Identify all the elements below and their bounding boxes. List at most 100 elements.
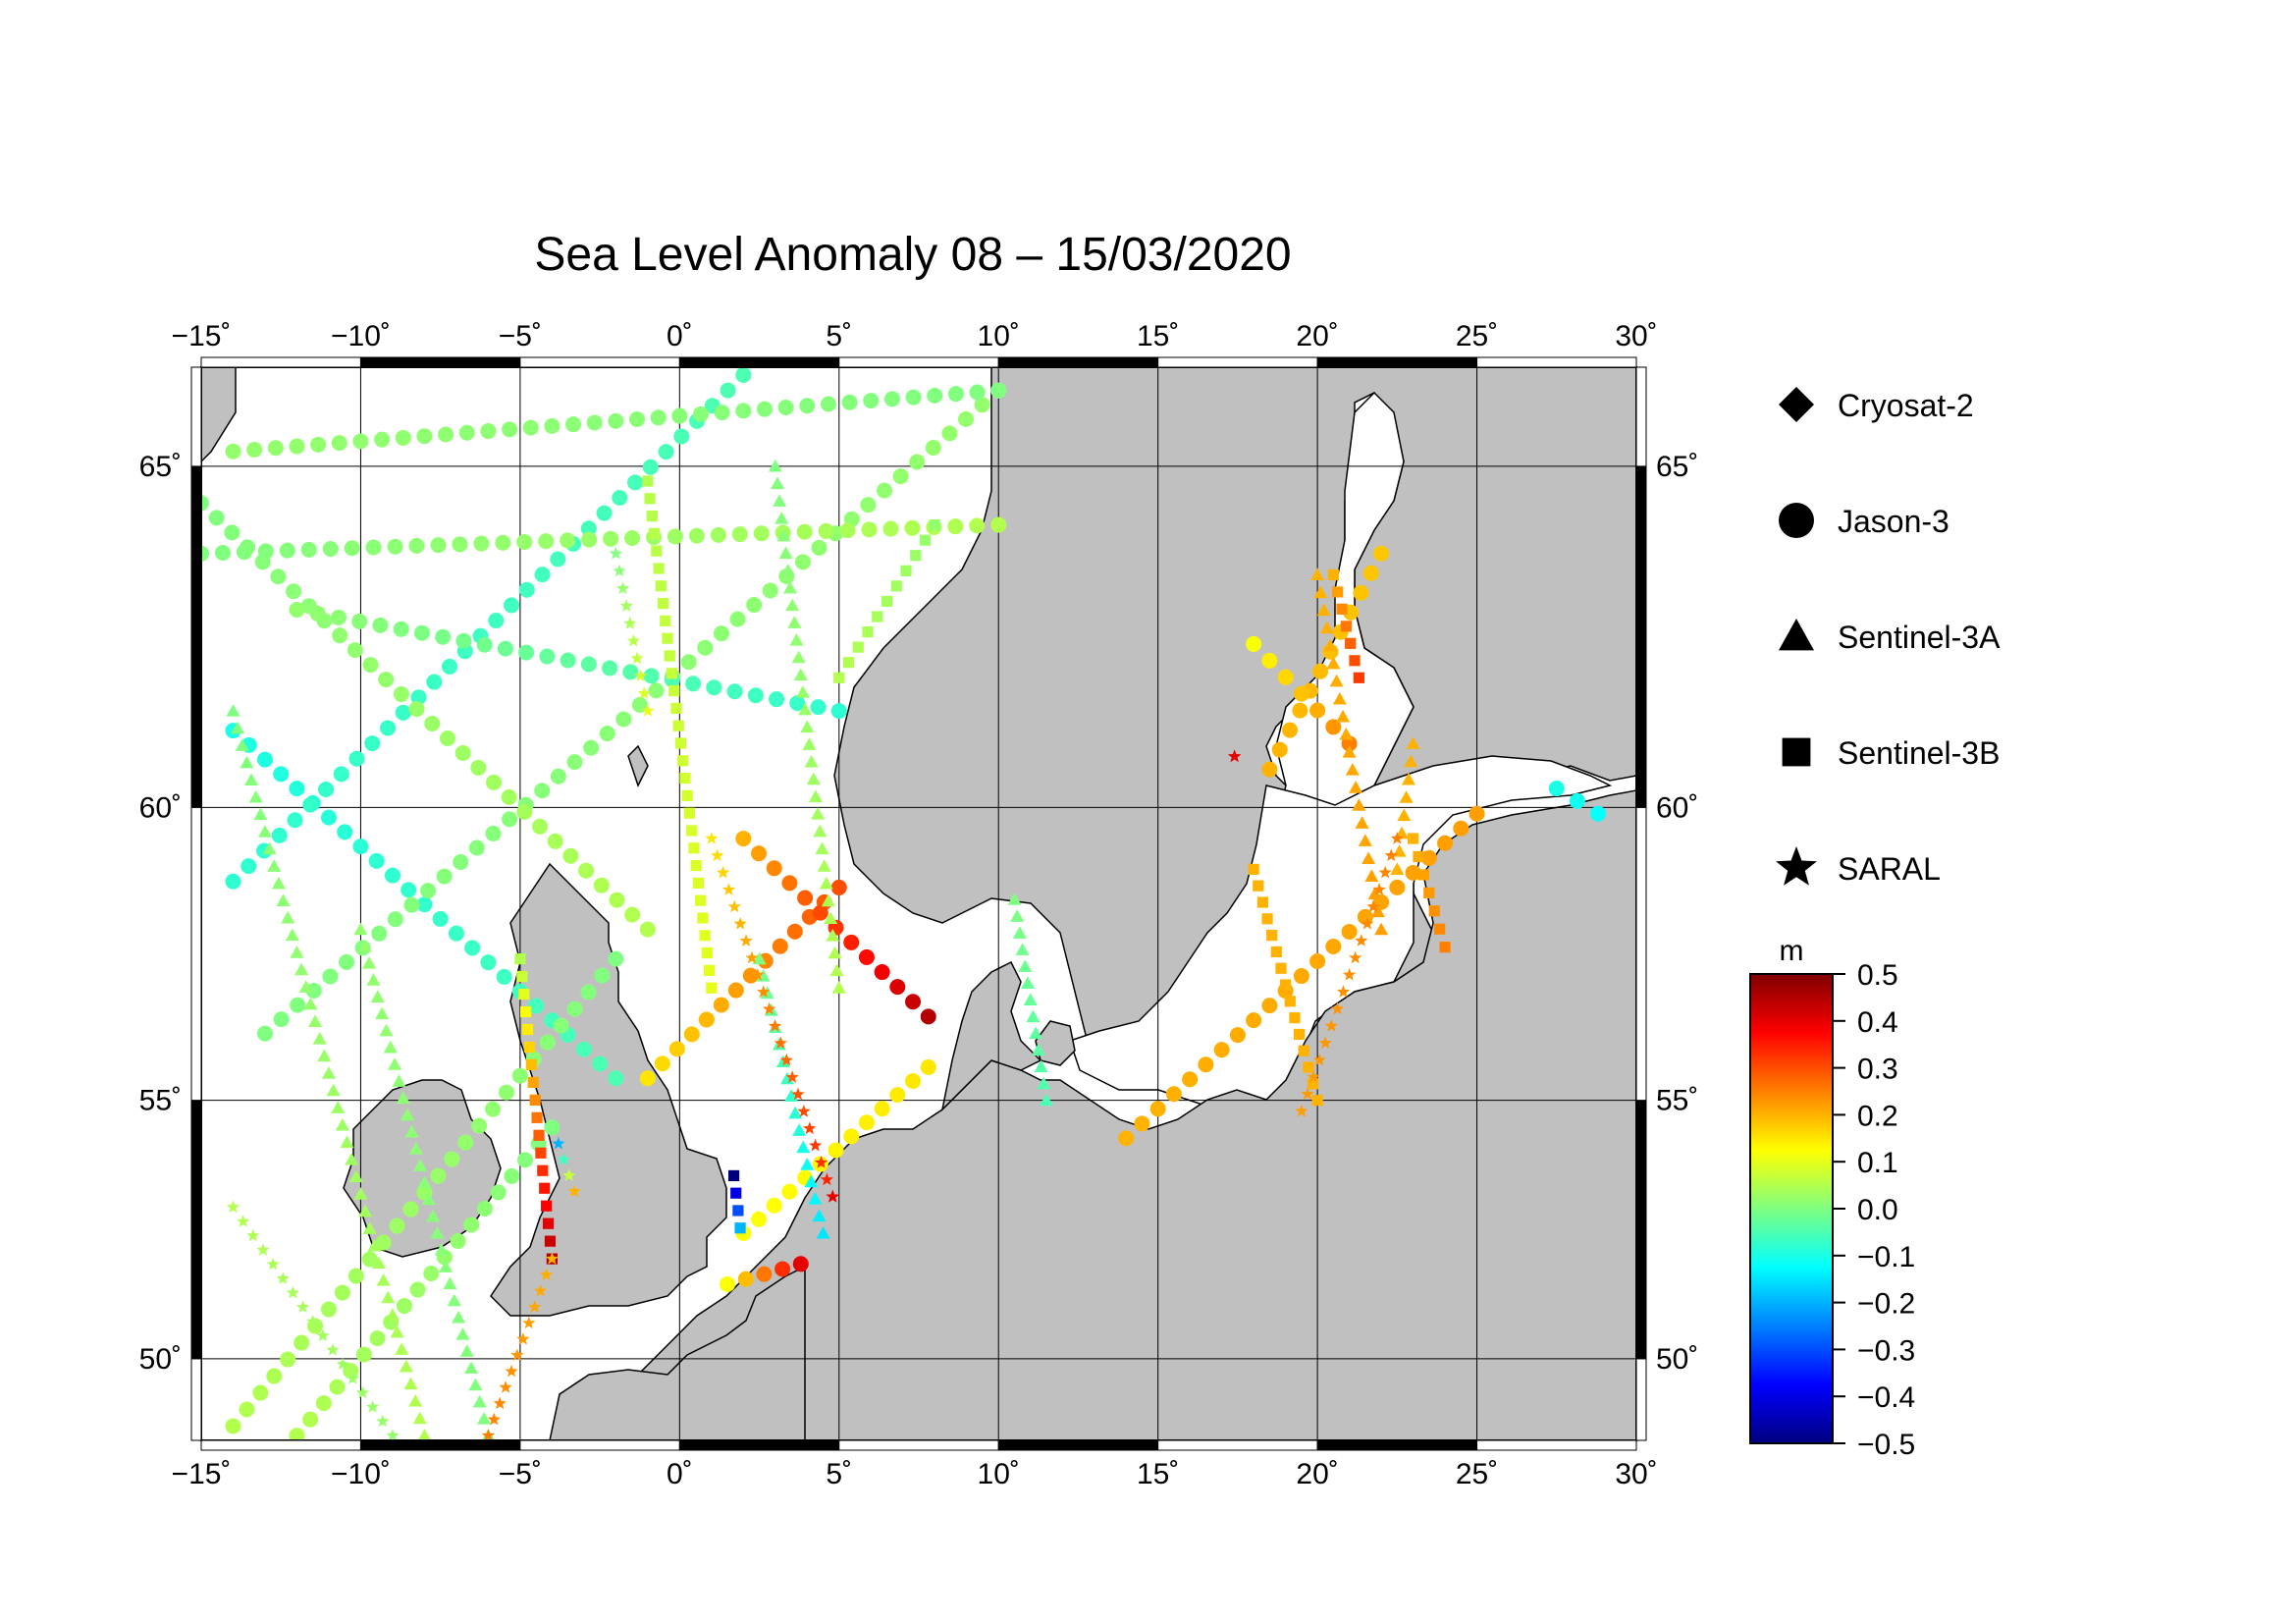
track-point bbox=[214, 545, 231, 562]
track-jason-3 bbox=[1118, 805, 1485, 1147]
track-point bbox=[271, 876, 286, 890]
track-point bbox=[1362, 565, 1379, 581]
track-point bbox=[624, 906, 641, 923]
track-point bbox=[842, 657, 855, 669]
frame-bar-right bbox=[1635, 1358, 1647, 1441]
track-point bbox=[539, 1034, 556, 1051]
frame-bar-top bbox=[519, 356, 680, 368]
track-point bbox=[1417, 869, 1430, 881]
track-point bbox=[444, 1151, 460, 1167]
track-point bbox=[1261, 761, 1278, 778]
track-point bbox=[1037, 1076, 1051, 1090]
track-point bbox=[1282, 722, 1299, 738]
track-point bbox=[609, 546, 623, 560]
track-point bbox=[281, 910, 295, 924]
track-point bbox=[861, 521, 878, 538]
track-point bbox=[1275, 962, 1287, 974]
track-point bbox=[404, 1124, 419, 1138]
track-saral bbox=[1227, 749, 1242, 763]
track-point bbox=[862, 625, 874, 638]
track-point bbox=[666, 668, 678, 679]
track-point bbox=[355, 1385, 370, 1399]
lon-tick-label-top: −15˚ bbox=[172, 320, 232, 352]
track-jason-3 bbox=[289, 601, 847, 720]
track-point bbox=[729, 611, 746, 627]
track-point bbox=[426, 674, 443, 690]
track-point bbox=[1303, 1061, 1314, 1073]
track-point bbox=[402, 1201, 419, 1217]
track-point bbox=[486, 774, 503, 790]
track-sentinel-3b bbox=[1248, 863, 1323, 1107]
track-point bbox=[1039, 1093, 1053, 1107]
track-point bbox=[505, 1364, 518, 1378]
track-point bbox=[720, 1275, 736, 1292]
track-point bbox=[235, 738, 249, 751]
track-point bbox=[430, 537, 447, 554]
track-point bbox=[1349, 655, 1361, 667]
track-point bbox=[423, 1266, 440, 1282]
track-point bbox=[778, 546, 793, 560]
track-point bbox=[613, 564, 626, 577]
track-point bbox=[773, 494, 787, 507]
track-point bbox=[642, 475, 654, 487]
legend-label: Cryosat-2 bbox=[1838, 388, 1974, 423]
track-point bbox=[623, 617, 637, 629]
track-point bbox=[248, 789, 263, 803]
frame-bar-top bbox=[997, 356, 1159, 368]
track-point bbox=[403, 896, 420, 913]
track-point bbox=[657, 597, 669, 610]
frame-bar-right bbox=[1635, 465, 1647, 808]
track-point bbox=[385, 1308, 400, 1321]
colorbar-tick-label: 0.1 bbox=[1857, 1147, 1898, 1179]
track-point bbox=[1213, 1042, 1230, 1058]
lat-tick-label-right: 60˚ bbox=[1656, 791, 1698, 824]
track-point bbox=[927, 387, 943, 404]
track-point bbox=[320, 1301, 337, 1318]
track-point bbox=[710, 526, 726, 543]
track-point bbox=[565, 416, 582, 433]
track-point bbox=[697, 639, 714, 656]
track-point bbox=[330, 609, 347, 625]
track-point bbox=[1340, 621, 1352, 632]
track-point bbox=[395, 1342, 409, 1355]
track-point bbox=[1324, 1018, 1338, 1032]
track-point bbox=[1289, 1012, 1301, 1024]
track-point bbox=[286, 583, 302, 600]
lat-tick-label-left: 50˚ bbox=[139, 1343, 182, 1376]
star-icon bbox=[1776, 846, 1817, 886]
lon-tick-label-top: 10˚ bbox=[978, 320, 1020, 352]
track-point bbox=[651, 545, 663, 557]
track-point bbox=[420, 883, 437, 899]
track-point bbox=[1327, 568, 1339, 581]
track-point bbox=[270, 568, 287, 585]
track-jason-3 bbox=[225, 382, 1007, 460]
track-point bbox=[1434, 923, 1446, 935]
track-point bbox=[762, 582, 778, 599]
track-point bbox=[518, 581, 535, 598]
track-point bbox=[626, 633, 641, 647]
lon-tick-label-bottom: 0˚ bbox=[667, 1458, 693, 1490]
land-shetland bbox=[627, 744, 649, 787]
track-point bbox=[1012, 926, 1027, 939]
track-point bbox=[396, 1298, 412, 1315]
track-point bbox=[225, 443, 241, 460]
track-point bbox=[362, 955, 377, 969]
track-point bbox=[692, 877, 704, 889]
track-point bbox=[333, 766, 349, 783]
track-point bbox=[544, 1235, 557, 1247]
track-point bbox=[1312, 1053, 1326, 1066]
track-point bbox=[362, 657, 379, 674]
diamond-icon bbox=[1779, 387, 1814, 422]
track-point bbox=[701, 947, 713, 959]
track-point bbox=[368, 852, 385, 869]
track-point bbox=[417, 1175, 432, 1189]
track-point bbox=[393, 686, 409, 703]
track-point bbox=[905, 994, 922, 1010]
track-point bbox=[273, 766, 290, 783]
track-point bbox=[480, 954, 497, 971]
track-point bbox=[808, 1138, 823, 1152]
track-point bbox=[787, 616, 802, 628]
track-point bbox=[487, 1412, 501, 1426]
track-point bbox=[782, 580, 797, 594]
track-point bbox=[321, 1066, 336, 1079]
